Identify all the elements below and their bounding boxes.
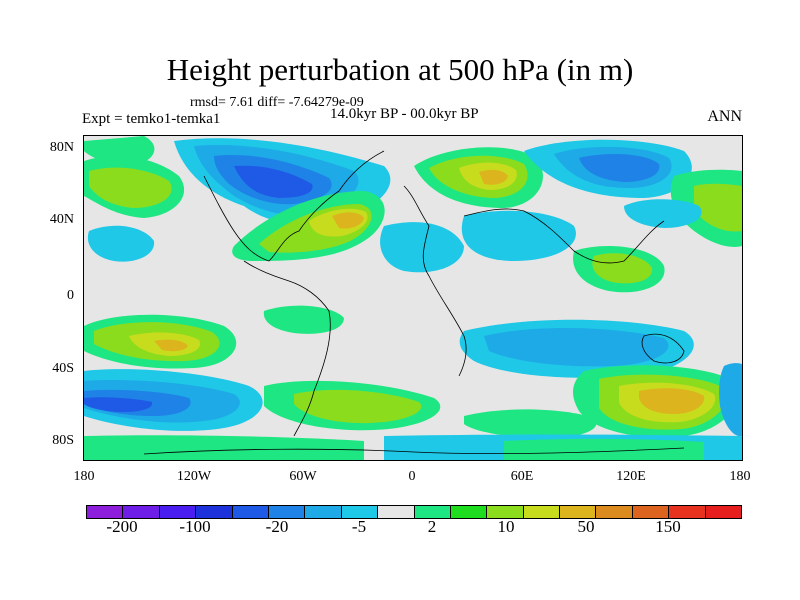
lat-label-80s: 80S: [52, 433, 74, 448]
colorbar-segment: [560, 506, 597, 518]
colorbar-segment: [123, 506, 160, 518]
colorbar-segment: [196, 506, 233, 518]
lon-label-60w: 60W: [289, 469, 317, 484]
lon-label-180e: 180: [729, 469, 751, 484]
lon-label-60e: 60E: [510, 469, 534, 484]
colorbar-label: -100: [179, 517, 211, 536]
colorbar-segment: [487, 506, 524, 518]
colorbar-segment: [596, 506, 633, 518]
lat-label-40s: 40S: [52, 361, 74, 376]
colorbar-segment: [414, 506, 451, 518]
colorbar-segment: [305, 506, 342, 518]
colorbar-segment: [341, 506, 379, 518]
lon-label-120e: 120E: [616, 469, 646, 484]
colorbar-segment: [87, 506, 124, 518]
colorbar-segment: [232, 506, 269, 518]
contour-fills: [84, 136, 742, 460]
colorbar-label: 10: [497, 517, 515, 536]
colorbar-segment: [705, 506, 742, 518]
colorbar: [86, 505, 742, 519]
colorbar-label: 2: [427, 517, 437, 536]
experiment-label: Expt = temko1-temka1: [82, 111, 221, 127]
colorbar-label: -20: [265, 517, 289, 536]
colorbar-label: 50: [577, 517, 595, 536]
colorbar-segment: [523, 506, 561, 518]
time-range-subtitle: 14.0kyr BP - 00.0kyr BP: [330, 106, 479, 122]
colorbar-segment: [632, 506, 670, 518]
map-panel: [83, 135, 743, 461]
lon-label-0: 0: [408, 469, 416, 484]
rmsd-diff-stats: rmsd= 7.61 diff= -7.64279e-09: [190, 95, 364, 110]
plot-title: Height perturbation at 500 hPa (in m): [166, 52, 634, 87]
lat-label-80n: 80N: [49, 140, 74, 155]
contour-map-svg: [84, 136, 742, 460]
colorbar-segment: [669, 506, 706, 518]
colorbar-segment: [450, 506, 488, 518]
lon-label-180w: 180: [73, 469, 95, 484]
lat-label-equator: 0: [67, 288, 74, 303]
lat-label-40n: 40N: [49, 212, 74, 227]
season-label: ANN: [707, 108, 742, 125]
colorbar-label: -200: [106, 517, 138, 536]
colorbar-segment: [268, 506, 306, 518]
coastlines: [143, 150, 685, 455]
colorbar-segment: [378, 506, 415, 518]
colorbar-label: -5: [351, 517, 367, 536]
colorbar-segment: [159, 506, 197, 518]
colorbar-label: 150: [655, 517, 681, 536]
lon-label-120w: 120W: [176, 469, 212, 484]
